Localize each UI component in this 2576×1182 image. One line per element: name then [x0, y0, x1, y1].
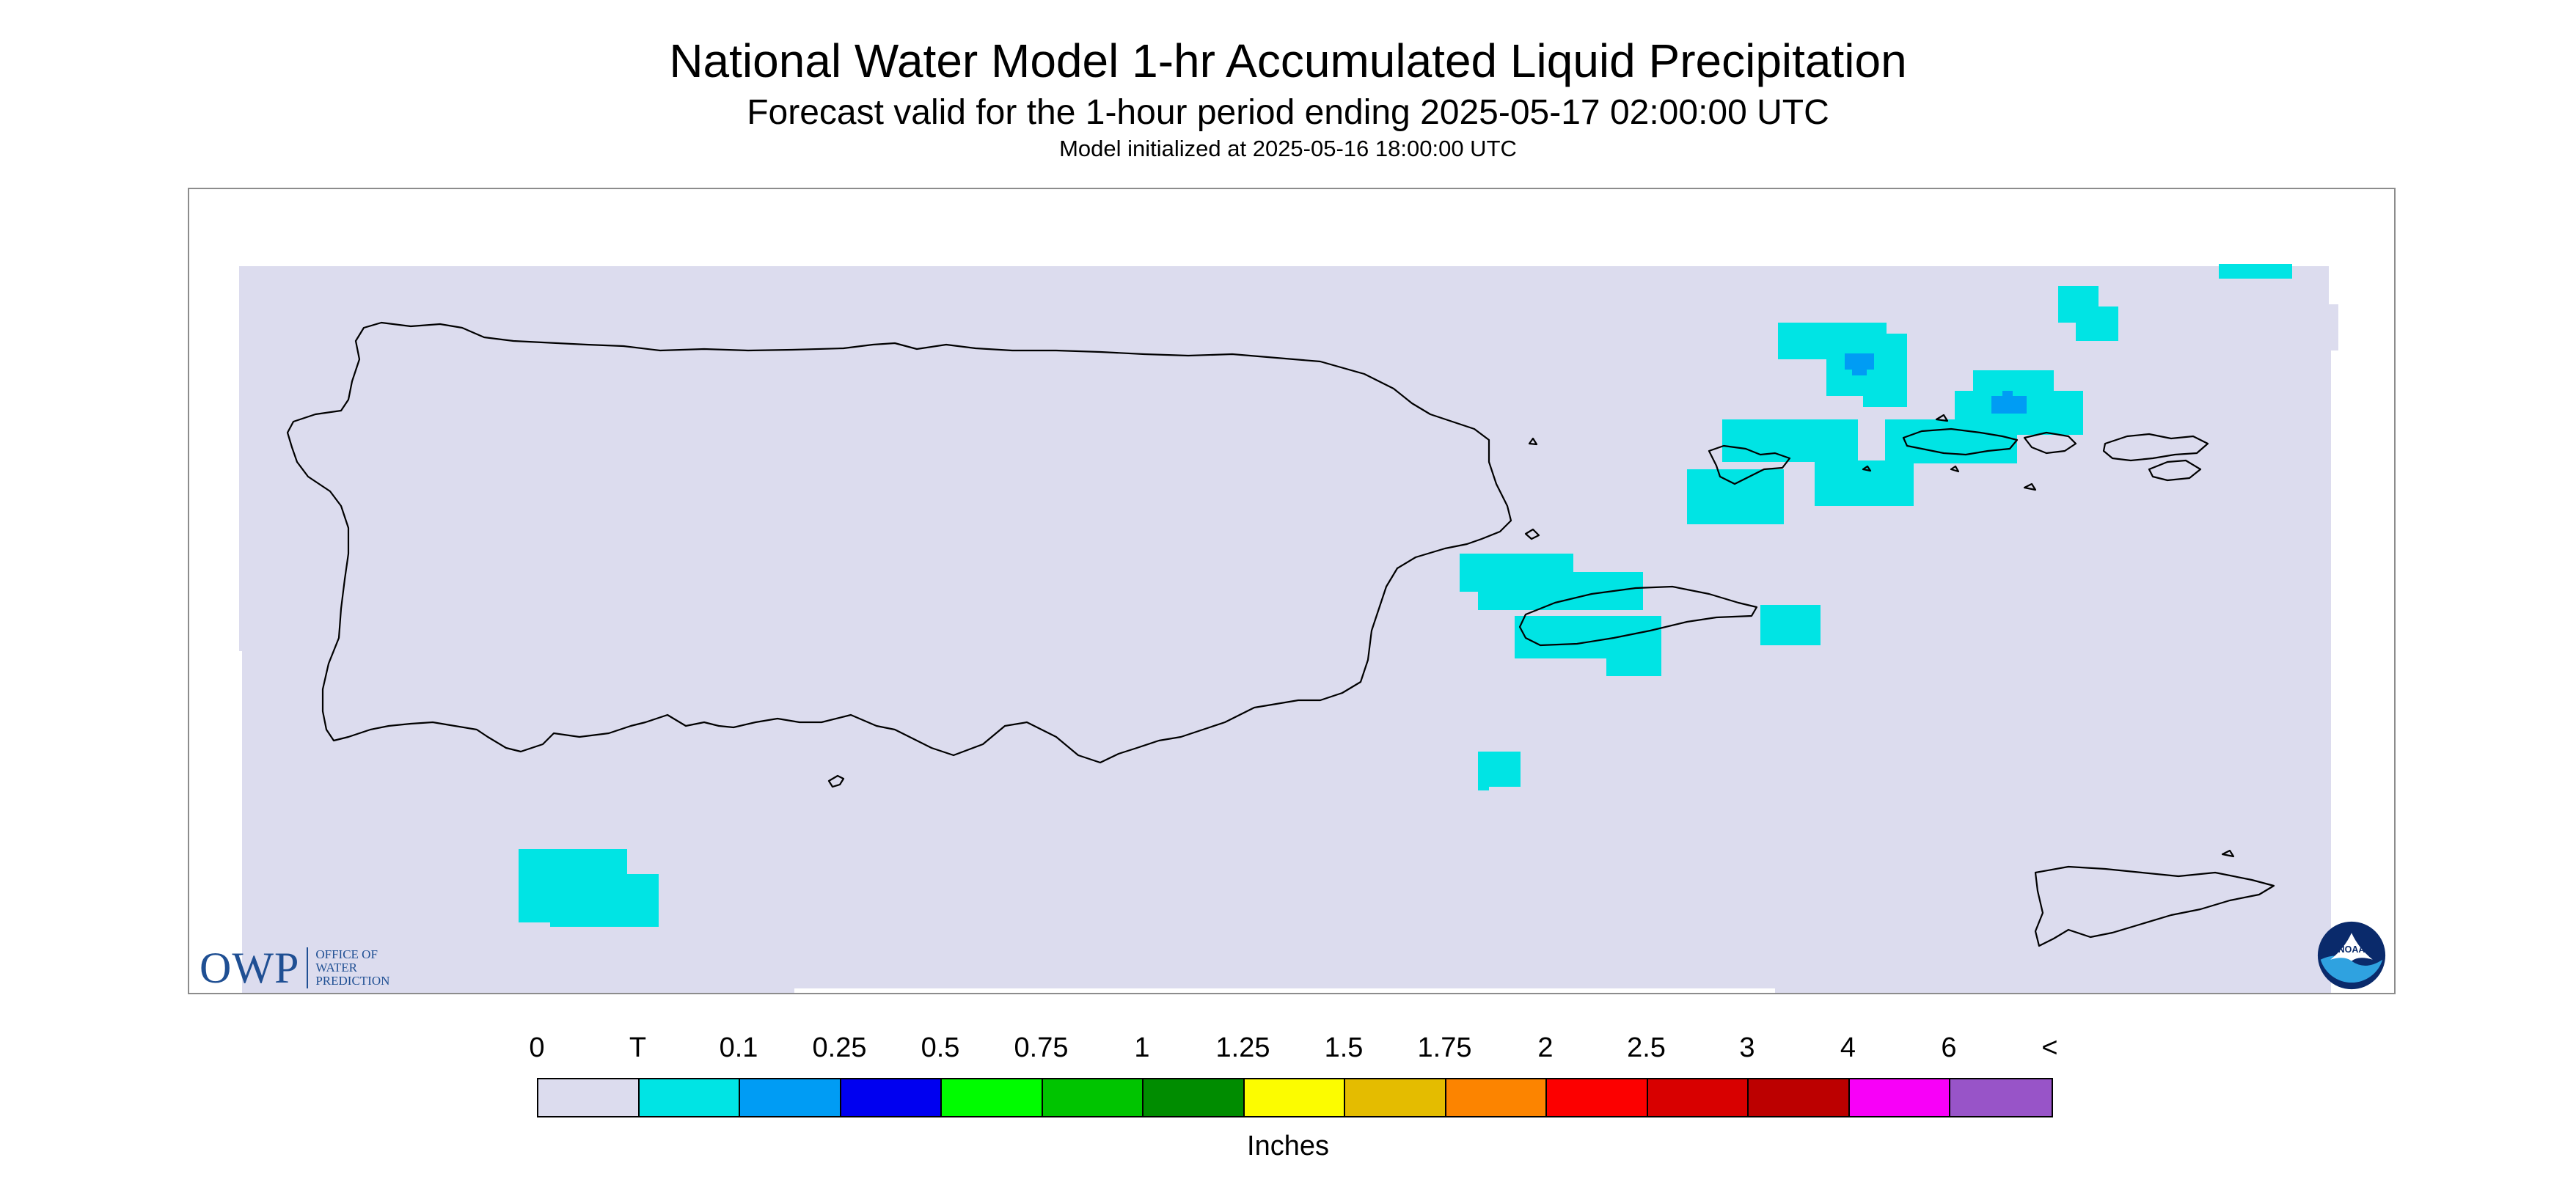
legend-swatch	[942, 1079, 1043, 1116]
noaa-logo-text: NOAA	[2338, 944, 2365, 955]
legend-tick-label: 6	[1941, 1032, 1957, 1063]
vieques-coastline	[1518, 585, 1758, 647]
legend-swatch	[1547, 1079, 1648, 1116]
legend-swatch	[1849, 1079, 1950, 1116]
owp-logo-icon: OWP OFFICE OF WATER PREDICTION	[200, 944, 390, 992]
st-thomas-coastline	[1902, 427, 2019, 456]
legend-tick-label: 1.25	[1215, 1032, 1270, 1063]
owp-logo-text: OFFICE OF WATER PREDICTION	[315, 947, 390, 988]
legend-swatch	[1345, 1079, 1446, 1116]
legend-tick-label: T	[629, 1032, 647, 1063]
legend-tick-label: 0.75	[1014, 1032, 1069, 1063]
legend-swatch	[538, 1079, 640, 1116]
legend-swatch	[1950, 1079, 2052, 1116]
st-john-coastline	[2023, 431, 2077, 455]
legend-swatch	[1446, 1079, 1547, 1116]
puerto-rico-coastline	[286, 321, 1512, 764]
legend-tick-label: 1	[1134, 1032, 1150, 1063]
model-init-line: Model initialized at 2025-05-16 18:00:00…	[1059, 136, 1517, 161]
legend-swatch	[841, 1079, 942, 1116]
legend-swatch	[639, 1079, 740, 1116]
legend-swatch	[1647, 1079, 1749, 1116]
legend-tick-label: 1.75	[1417, 1032, 1472, 1063]
legend-tick-label: 0.1	[719, 1032, 758, 1063]
st-croix-coastline	[2034, 865, 2275, 947]
legend-swatch	[1144, 1079, 1245, 1116]
tortola-coastline	[2102, 433, 2209, 462]
legend-tick-label: 2	[1537, 1032, 1554, 1063]
noaa-logo-icon: NOAA	[2317, 921, 2386, 990]
map-title: National Water Model 1-hr Accumulated Li…	[669, 34, 1907, 87]
legend-tick-label: 2.5	[1627, 1032, 1666, 1063]
legend-tick-label: 0	[529, 1032, 545, 1063]
legend-swatch	[1749, 1079, 1850, 1116]
culebra-coastline	[1708, 444, 1791, 485]
owp-logo-divider	[307, 947, 309, 988]
legend-tick-label: 4	[1840, 1032, 1856, 1063]
precip-trace-cells	[519, 264, 2292, 927]
legend-swatch	[740, 1079, 841, 1116]
legend-swatch	[1042, 1079, 1144, 1116]
owp-logo-letters: OWP	[200, 943, 300, 992]
legend-colorbar	[537, 1078, 2053, 1117]
legend-tick-label: <	[2041, 1032, 2058, 1063]
virgin-gorda-coastline	[2148, 459, 2202, 482]
legend-tick-label: 0.5	[921, 1032, 960, 1063]
legend-units: Inches	[1247, 1131, 1329, 1161]
map-subtitle: Forecast valid for the 1-hour period end…	[747, 93, 1829, 132]
legend-tick-label: 1.5	[1324, 1032, 1364, 1063]
coastlines	[286, 321, 2275, 947]
legend-swatch	[1244, 1079, 1345, 1116]
legend-tick-label: 0.25	[812, 1032, 867, 1063]
legend-tick-label: 3	[1739, 1032, 1755, 1063]
mona-islet-coastline	[827, 774, 845, 788]
precip-light-cells	[1845, 353, 2027, 414]
